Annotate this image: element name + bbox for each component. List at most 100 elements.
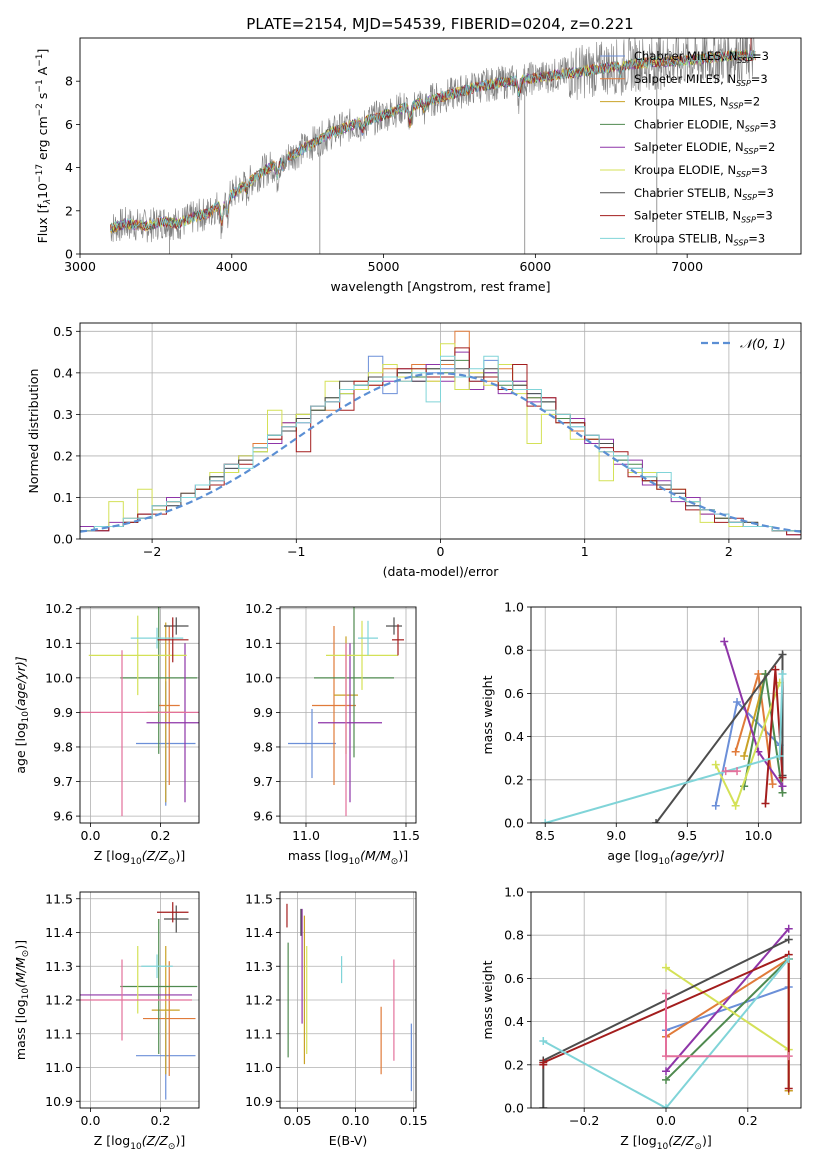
weight-series-line — [665, 928, 790, 1072]
y-tick-label: 10.1 — [245, 636, 273, 651]
y-label-sub: 10 — [21, 711, 31, 723]
legend-sub: SSP — [729, 102, 744, 111]
y-tick-label: 0.2 — [504, 1057, 524, 1072]
legend-name: Salpeter STELIB, N — [634, 209, 741, 223]
y-axis-label: Normed distribution — [26, 369, 41, 494]
legend-sub: SSP — [736, 170, 751, 179]
y-tick-label: 11.3 — [245, 959, 273, 974]
age-vs-mass-panel: 11.0 11.5 9.6 9.7 9.8 9.9 10.0 10.1 10.2 mass [lo… — [245, 601, 420, 867]
y-label-rest: 10 — [35, 183, 50, 199]
errorbar-point — [386, 617, 402, 635]
weight-marker — [733, 767, 742, 776]
x-label-sub: 10 — [130, 1142, 142, 1152]
legend-sub: SSP — [745, 124, 760, 133]
legend-sub: SSP — [737, 56, 752, 65]
y-tick-label: 11.4 — [45, 925, 73, 940]
weight-marker — [784, 1084, 793, 1093]
legend-suffix: =3 — [748, 231, 765, 245]
mass-vs-metallicity-panel: 0.0 0.2 10.9 11.0 11.1 11.2 11.3 11.4 11.5 Z [log… — [13, 891, 200, 1152]
errorbar-point — [158, 626, 180, 785]
x-axis-label: Z [log10(Z/Z⊙)] — [94, 1133, 185, 1152]
x-tick-label: 0.15 — [400, 1113, 428, 1128]
x-tick-label: 2 — [725, 544, 733, 559]
y-label-main: age [log — [13, 722, 28, 773]
x-label-rest: (Z/Z — [668, 1133, 695, 1148]
errorbar-point — [314, 607, 394, 758]
weight-vs-metallicity-panel: −0.2 0.0 0.2 0.0 0.2 0.4 0.6 0.8 1.0 Z [log10(Z/Z… — [480, 885, 802, 1152]
legend-suffix: =3 — [760, 117, 777, 131]
x-label-main: age [log — [607, 848, 658, 863]
errorbar-point — [312, 626, 356, 785]
y-tick-label: 9.9 — [253, 705, 273, 720]
legend-name: Chabrier ELODIE, N — [634, 117, 745, 131]
weight-series — [711, 678, 784, 810]
x-label-main: E(B-V) — [329, 1133, 368, 1148]
weight-series — [539, 954, 793, 1108]
weight-marker — [662, 1067, 670, 1076]
y-axis-label: age [log10(age/yr)] — [13, 656, 31, 773]
x-tick-label: 0 — [437, 544, 445, 559]
legend-label: Kroupa MILES, NSSP=2 — [634, 95, 760, 111]
weight-marker — [733, 698, 742, 707]
weight-marker — [778, 773, 787, 782]
weight-series-line — [665, 966, 790, 1051]
y-label-rest: s — [35, 93, 50, 104]
y-tick-label: 11.5 — [45, 891, 73, 906]
legend-label: Salpeter STELIB, NSSP=3 — [634, 209, 773, 225]
legend-label: 𝒩(0, 1) — [740, 336, 786, 351]
plot-area — [80, 607, 199, 817]
y-tick-label: 0 — [65, 247, 73, 262]
x-axis-label: E(B-V) — [329, 1133, 368, 1148]
y-tick-label: 11.1 — [245, 1026, 273, 1041]
plot-area — [80, 902, 198, 1100]
weight-marker — [539, 1058, 548, 1067]
weight-marker — [662, 989, 670, 998]
errorbar-point — [143, 961, 196, 1076]
y-tick-label: 11.2 — [45, 993, 73, 1008]
y-axis-label: Flux [fλ10−17 erg cm−2 s−1 A−1] — [35, 49, 53, 244]
y-label-main: Normed distribution — [26, 369, 41, 494]
legend-sub: SSP — [734, 238, 749, 247]
y-tick-label: 2 — [65, 203, 73, 218]
errorbar-point — [288, 708, 336, 779]
weight-marker — [720, 637, 729, 646]
y-tick-label: 10.0 — [245, 670, 273, 685]
weight-series — [662, 989, 793, 1061]
x-tick-label: 4000 — [216, 259, 248, 274]
weight-marker — [740, 752, 749, 761]
y-axis-label: mass weight — [480, 675, 495, 754]
weight-marker — [652, 819, 661, 823]
y-tick-label: 10.0 — [45, 670, 73, 685]
axes-frame — [279, 606, 417, 824]
x-tick-label: 0.0 — [656, 1113, 676, 1128]
y-tick-label: 4 — [65, 160, 73, 175]
x-axis-label: (data-model)/error — [383, 564, 500, 579]
x-axis-label: Z [log10(Z/Z⊙)] — [94, 848, 185, 867]
legend-suffix: =2 — [758, 140, 775, 154]
y-label-main: mass weight — [480, 960, 495, 1039]
legend-label: Chabrier STELIB, NSSP=3 — [634, 186, 774, 202]
y-tick-label: 0.2 — [53, 448, 73, 463]
x-label-sub: 10 — [130, 857, 142, 867]
weight-marker — [711, 760, 720, 769]
y-tick-label: 0.0 — [504, 816, 524, 831]
x-tick-label: 9.0 — [606, 828, 626, 843]
errorbar-point — [146, 643, 199, 803]
errorbar-point — [157, 617, 189, 663]
weight-marker — [731, 801, 740, 810]
y-tick-label: 1.0 — [504, 885, 524, 900]
y-label-main: mass [log — [13, 999, 28, 1060]
y-label-sup: −1 — [35, 79, 45, 92]
x-label-end: )] — [175, 1133, 185, 1148]
plot-area — [286, 903, 412, 1092]
x-label-rest: (Z/Z — [142, 1133, 169, 1148]
x-axis-label: wavelength [Angstrom, rest frame] — [330, 279, 550, 294]
weight-marker — [778, 782, 787, 791]
x-label-end: )] — [702, 1133, 712, 1148]
figure-title: PLATE=2154, MJD=54539, FIBERID=0204, z=0… — [246, 15, 633, 33]
legend-name: Salpeter MILES, N — [634, 72, 736, 86]
y-tick-label: 0.6 — [504, 971, 524, 986]
axes-frame — [79, 37, 802, 255]
